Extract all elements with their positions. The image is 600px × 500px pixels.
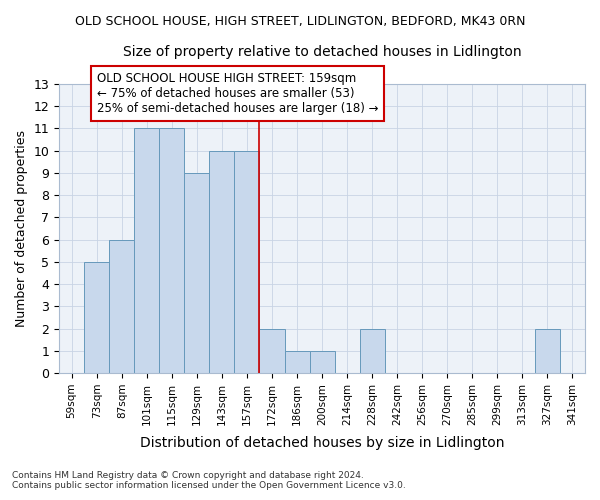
Bar bbox=[84, 262, 109, 373]
Bar bbox=[184, 173, 209, 373]
Bar bbox=[235, 150, 259, 373]
Bar bbox=[160, 128, 184, 373]
Bar bbox=[259, 328, 284, 373]
X-axis label: Distribution of detached houses by size in Lidlington: Distribution of detached houses by size … bbox=[140, 436, 505, 450]
Bar bbox=[134, 128, 160, 373]
Y-axis label: Number of detached properties: Number of detached properties bbox=[15, 130, 28, 327]
Text: OLD SCHOOL HOUSE, HIGH STREET, LIDLINGTON, BEDFORD, MK43 0RN: OLD SCHOOL HOUSE, HIGH STREET, LIDLINGTO… bbox=[75, 15, 525, 28]
Text: Contains HM Land Registry data © Crown copyright and database right 2024.
Contai: Contains HM Land Registry data © Crown c… bbox=[12, 470, 406, 490]
Bar bbox=[209, 150, 235, 373]
Title: Size of property relative to detached houses in Lidlington: Size of property relative to detached ho… bbox=[123, 45, 521, 59]
Bar bbox=[359, 328, 385, 373]
Bar bbox=[310, 351, 335, 373]
Text: OLD SCHOOL HOUSE HIGH STREET: 159sqm
← 75% of detached houses are smaller (53)
2: OLD SCHOOL HOUSE HIGH STREET: 159sqm ← 7… bbox=[97, 72, 378, 116]
Bar bbox=[535, 328, 560, 373]
Bar bbox=[284, 351, 310, 373]
Bar bbox=[109, 240, 134, 373]
